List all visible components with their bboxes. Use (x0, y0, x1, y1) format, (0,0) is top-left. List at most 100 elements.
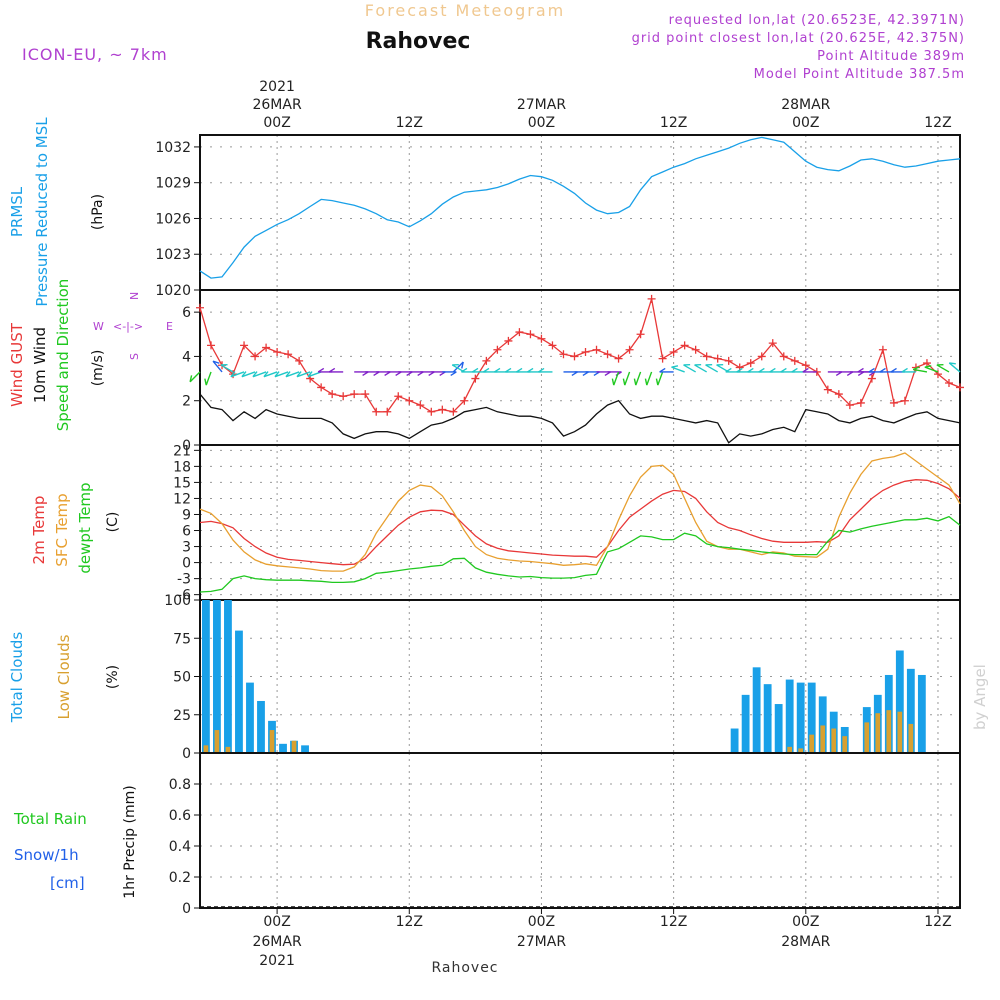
wind-gust-point (537, 334, 546, 343)
wind-barb (220, 364, 234, 373)
wind-barb-head (460, 367, 468, 373)
forecast-title: Forecast Meteogram (365, 1, 565, 20)
y-tick-label: 6 (182, 305, 191, 321)
pressure-panel: PRMSL Pressure Reduced to MSL (hPa) 1020… (8, 117, 961, 307)
wind-gust-point (889, 398, 898, 407)
wind-barb (624, 371, 631, 386)
wind-gust-point (394, 392, 403, 401)
wind-barb-head (285, 371, 291, 378)
temp-legend-sfc: SFC Temp (53, 493, 71, 566)
wind-barb-head (633, 378, 637, 386)
y-tick-label: 0.2 (169, 870, 191, 886)
total-cloud-bar (235, 630, 243, 753)
wind-gust-point (339, 392, 348, 401)
wind-legend-10m: 10m Wind (31, 327, 49, 403)
total-cloud-bar (785, 679, 794, 753)
total-cloud-bar (752, 667, 761, 753)
low-cloud-bar (842, 736, 848, 753)
wind-barb-head (655, 378, 659, 386)
top-hour-label: 12Z (660, 115, 687, 131)
total-cloud-bar (202, 600, 210, 753)
wind-barb-head (296, 371, 302, 378)
low-cloud-bar (798, 748, 804, 753)
wind-gust-point (471, 374, 480, 383)
wind-gust-point (669, 348, 678, 356)
total-cloud-bar (279, 743, 287, 753)
wind-barb (924, 366, 939, 373)
total-cloud-bar (763, 684, 772, 753)
wind-barb-head (307, 371, 313, 378)
top-year-label: 2021 (259, 79, 295, 95)
temperature-panel: 2m Temp SFC Temp dewpt Temp (C) -6-30369… (30, 443, 961, 604)
wind-barb-head (791, 367, 798, 373)
y-tick-label: 21 (173, 443, 191, 459)
credit-watermark: by Angel (971, 664, 989, 730)
wind-gust-point (416, 401, 425, 410)
wind-barb-head (780, 367, 787, 373)
y-tick-label: 1020 (155, 283, 191, 299)
wind-barb (285, 371, 300, 378)
wind-barb-head (472, 367, 479, 373)
wind-gust-point (405, 396, 414, 405)
total-cloud-bar (213, 600, 221, 753)
prmsl-line (199, 136, 961, 279)
wind-barb (936, 364, 950, 373)
wind-barb-head (890, 367, 897, 373)
wind-barb-head (747, 367, 754, 373)
wind-panel: Wind GUST 10m Wind Speed and Direction (… (8, 279, 964, 454)
wind-gust-point (592, 345, 601, 354)
wind-gust-point (878, 345, 887, 354)
wind-gust-point (581, 348, 590, 356)
y-tick-label: 3 (182, 540, 191, 556)
total-cloud-bar (895, 650, 904, 753)
total-cloud-bar (818, 696, 827, 753)
low-cloud-bar (269, 730, 275, 753)
y-tick-label: 100 (164, 593, 191, 609)
model-altitude: Model Point Altitude 387.5m (754, 67, 965, 82)
compass-west: W (93, 320, 104, 333)
sfc-temp-line (199, 452, 961, 572)
bottom-date-label: 28MAR (781, 934, 830, 950)
wind-barb-head (317, 367, 325, 373)
wind-barb-head (516, 367, 523, 373)
top-date-label: 26MAR (252, 97, 301, 113)
compass-east: E (166, 320, 173, 333)
top-hour-label: 00Z (792, 115, 819, 131)
wind-gust-point (251, 352, 260, 361)
low-cloud-bar (897, 711, 903, 753)
wind-gust-point (757, 352, 766, 361)
wind-gust-point (570, 352, 579, 361)
wind-legend-direction: Speed and Direction (54, 279, 72, 432)
wind-barb-head (241, 371, 247, 378)
y-tick-label: 1032 (155, 140, 191, 156)
wind-barb (671, 366, 685, 373)
wind-gust-point (240, 341, 249, 350)
dewpt-temp-line (199, 515, 961, 593)
wind-gust-point (922, 359, 931, 368)
wind-barb (948, 362, 961, 373)
low-cloud-bar (875, 713, 881, 753)
low-cloud-bar (864, 722, 870, 753)
wind-gust-point (196, 303, 204, 312)
wind-gust-point (724, 356, 733, 365)
wind-gust-point (350, 390, 359, 399)
compass-north: N (128, 292, 141, 300)
wind-gust-point (856, 398, 865, 407)
wind-gust-point (746, 359, 755, 368)
wind-gust-point (284, 350, 293, 359)
wind-gust-point (317, 383, 326, 392)
y-tick-label: 15 (173, 475, 191, 491)
wind-barb-head (671, 365, 679, 368)
y-tick-label: 1026 (155, 211, 191, 227)
y-tick-label: 0.8 (169, 777, 191, 793)
wind-gust-point (834, 390, 843, 399)
wind-barb-head (494, 367, 501, 373)
y-tick-label: 75 (173, 631, 191, 647)
wind-gust-point (438, 405, 447, 414)
footer-station: Rahovec (431, 960, 498, 976)
wind-gust-point (779, 352, 788, 361)
clouds-ylabel: (%) (105, 665, 121, 689)
wind-gust-point (768, 339, 777, 348)
wind-gust-point (207, 341, 216, 350)
grid-point-coords: grid point closest lon,lat (20.625E, 42.… (632, 31, 965, 46)
